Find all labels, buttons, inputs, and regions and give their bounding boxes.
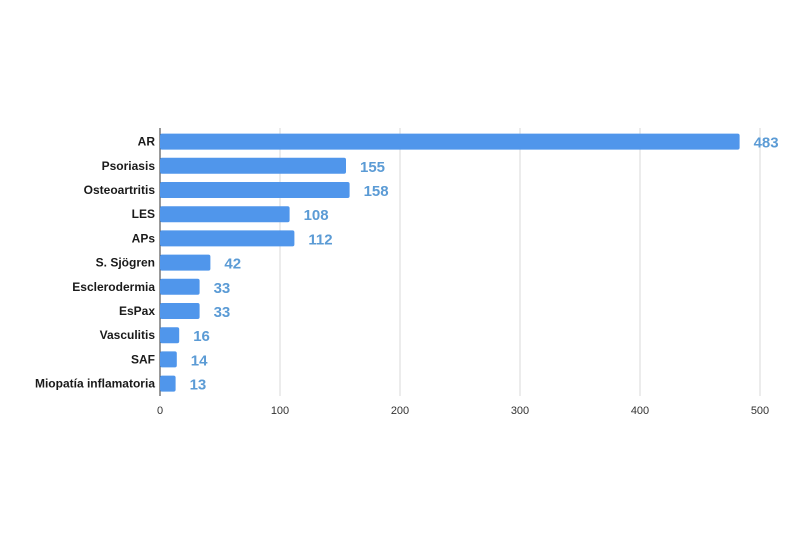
x-tick-label: 300 [511, 405, 529, 417]
bar [160, 157, 346, 174]
x-tick-label: 500 [751, 405, 769, 417]
data-label: 483 [754, 135, 779, 152]
category-label: AR [138, 135, 156, 149]
category-label: Esclerodermia [72, 280, 155, 294]
data-label: 33 [214, 304, 231, 321]
category-label: Miopatía inflamatoria [35, 377, 155, 391]
bar [160, 375, 176, 392]
data-label: 155 [360, 159, 385, 176]
category-label: LES [132, 207, 155, 221]
x-tick-label: 400 [631, 405, 649, 417]
category-label: S. Sjögren [96, 256, 155, 270]
x-tick-label: 0 [157, 405, 163, 417]
bar [160, 254, 211, 271]
bar [160, 327, 180, 344]
data-label: 13 [190, 377, 207, 394]
bar [160, 278, 200, 295]
data-label: 14 [191, 352, 208, 369]
data-label: 112 [308, 231, 332, 248]
bar [160, 133, 740, 150]
bar [160, 351, 177, 368]
category-label: SAF [131, 352, 155, 366]
category-label: EsPax [119, 304, 155, 318]
bar [160, 230, 295, 247]
category-label: APs [132, 231, 156, 245]
x-tick-label: 100 [271, 405, 289, 417]
data-label: 158 [364, 183, 389, 200]
category-label: Vasculitis [100, 328, 156, 342]
category-label: Osteoartritis [84, 183, 156, 197]
bar [160, 303, 200, 319]
category-labels: AR Psoriasis Osteoartritis LES APs S. Sjögren… [35, 135, 155, 391]
category-label: Psoriasis [102, 159, 156, 173]
x-tick-label: 200 [391, 405, 409, 417]
bar [160, 182, 350, 198]
gridlines [279, 128, 761, 396]
data-label: 108 [304, 207, 329, 224]
bars-group [160, 133, 740, 392]
x-tick-labels: 0 100 200 300 400 500 [157, 405, 769, 417]
data-label: 42 [224, 256, 241, 273]
data-label: 16 [193, 328, 210, 345]
bar [160, 206, 290, 223]
data-label: 33 [214, 280, 231, 297]
